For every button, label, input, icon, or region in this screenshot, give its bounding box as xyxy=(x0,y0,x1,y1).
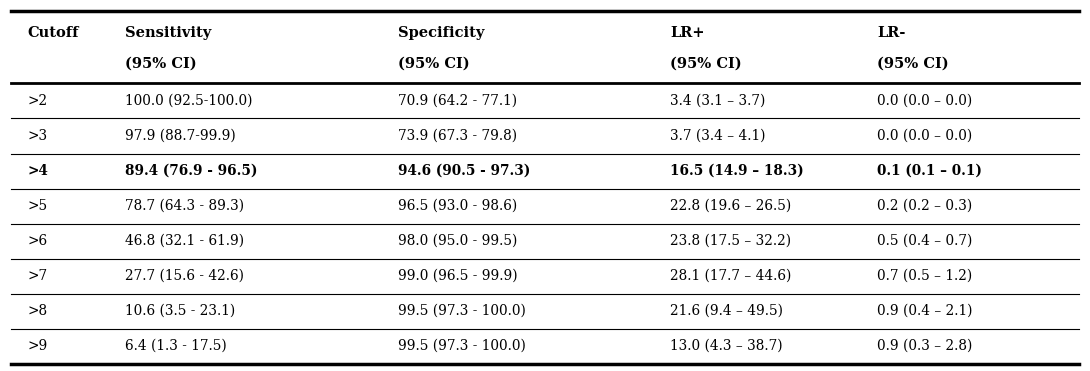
Text: >3: >3 xyxy=(27,129,47,143)
Text: 73.9 (67.3 - 79.8): 73.9 (67.3 - 79.8) xyxy=(398,129,517,143)
Text: 23.8 (17.5 – 32.2): 23.8 (17.5 – 32.2) xyxy=(670,234,791,248)
Text: 97.9 (88.7-99.9): 97.9 (88.7-99.9) xyxy=(125,129,237,143)
Text: 0.9 (0.3 – 2.8): 0.9 (0.3 – 2.8) xyxy=(877,339,973,353)
Text: 0.2 (0.2 – 0.3): 0.2 (0.2 – 0.3) xyxy=(877,199,972,213)
Text: 99.5 (97.3 - 100.0): 99.5 (97.3 - 100.0) xyxy=(398,339,525,353)
Text: 46.8 (32.1 - 61.9): 46.8 (32.1 - 61.9) xyxy=(125,234,244,248)
Text: >9: >9 xyxy=(27,339,48,353)
Text: >7: >7 xyxy=(27,269,47,283)
Text: 94.6 (90.5 - 97.3): 94.6 (90.5 - 97.3) xyxy=(398,164,530,178)
Text: 89.4 (76.9 - 96.5): 89.4 (76.9 - 96.5) xyxy=(125,164,257,178)
Text: 96.5 (93.0 - 98.6): 96.5 (93.0 - 98.6) xyxy=(398,199,517,213)
Text: >8: >8 xyxy=(27,304,47,318)
Text: 3.7 (3.4 – 4.1): 3.7 (3.4 – 4.1) xyxy=(670,129,766,143)
Text: >6: >6 xyxy=(27,234,47,248)
Text: 3.4 (3.1 – 3.7): 3.4 (3.1 – 3.7) xyxy=(670,94,765,108)
Text: 0.1 (0.1 – 0.1): 0.1 (0.1 – 0.1) xyxy=(877,164,982,178)
Text: >4: >4 xyxy=(27,164,48,178)
Text: (95% CI): (95% CI) xyxy=(125,56,197,70)
Text: (95% CI): (95% CI) xyxy=(877,56,949,70)
Text: 10.6 (3.5 - 23.1): 10.6 (3.5 - 23.1) xyxy=(125,304,235,318)
Text: 6.4 (1.3 - 17.5): 6.4 (1.3 - 17.5) xyxy=(125,339,227,353)
Text: 0.0 (0.0 – 0.0): 0.0 (0.0 – 0.0) xyxy=(877,94,972,108)
Text: 0.7 (0.5 – 1.2): 0.7 (0.5 – 1.2) xyxy=(877,269,972,283)
Text: 99.5 (97.3 - 100.0): 99.5 (97.3 - 100.0) xyxy=(398,304,525,318)
Text: >5: >5 xyxy=(27,199,47,213)
Text: 27.7 (15.6 - 42.6): 27.7 (15.6 - 42.6) xyxy=(125,269,244,283)
Text: Specificity: Specificity xyxy=(398,26,484,40)
Text: (95% CI): (95% CI) xyxy=(670,56,742,70)
Text: 70.9 (64.2 - 77.1): 70.9 (64.2 - 77.1) xyxy=(398,94,517,108)
Text: 21.6 (9.4 – 49.5): 21.6 (9.4 – 49.5) xyxy=(670,304,784,318)
Text: 0.5 (0.4 – 0.7): 0.5 (0.4 – 0.7) xyxy=(877,234,973,248)
Text: 98.0 (95.0 - 99.5): 98.0 (95.0 - 99.5) xyxy=(398,234,518,248)
Text: 100.0 (92.5-100.0): 100.0 (92.5-100.0) xyxy=(125,94,253,108)
Text: (95% CI): (95% CI) xyxy=(398,56,470,70)
Text: 99.0 (96.5 - 99.9): 99.0 (96.5 - 99.9) xyxy=(398,269,518,283)
Text: 0.0 (0.0 – 0.0): 0.0 (0.0 – 0.0) xyxy=(877,129,972,143)
Text: 22.8 (19.6 – 26.5): 22.8 (19.6 – 26.5) xyxy=(670,199,791,213)
Text: >2: >2 xyxy=(27,94,47,108)
Text: LR+: LR+ xyxy=(670,26,705,40)
Text: 0.9 (0.4 – 2.1): 0.9 (0.4 – 2.1) xyxy=(877,304,973,318)
Text: 16.5 (14.9 – 18.3): 16.5 (14.9 – 18.3) xyxy=(670,164,804,178)
Text: Cutoff: Cutoff xyxy=(27,26,78,40)
Text: 28.1 (17.7 – 44.6): 28.1 (17.7 – 44.6) xyxy=(670,269,791,283)
Text: 13.0 (4.3 – 38.7): 13.0 (4.3 – 38.7) xyxy=(670,339,783,353)
Text: LR-: LR- xyxy=(877,26,906,40)
Text: Sensitivity: Sensitivity xyxy=(125,26,211,40)
Text: 78.7 (64.3 - 89.3): 78.7 (64.3 - 89.3) xyxy=(125,199,244,213)
